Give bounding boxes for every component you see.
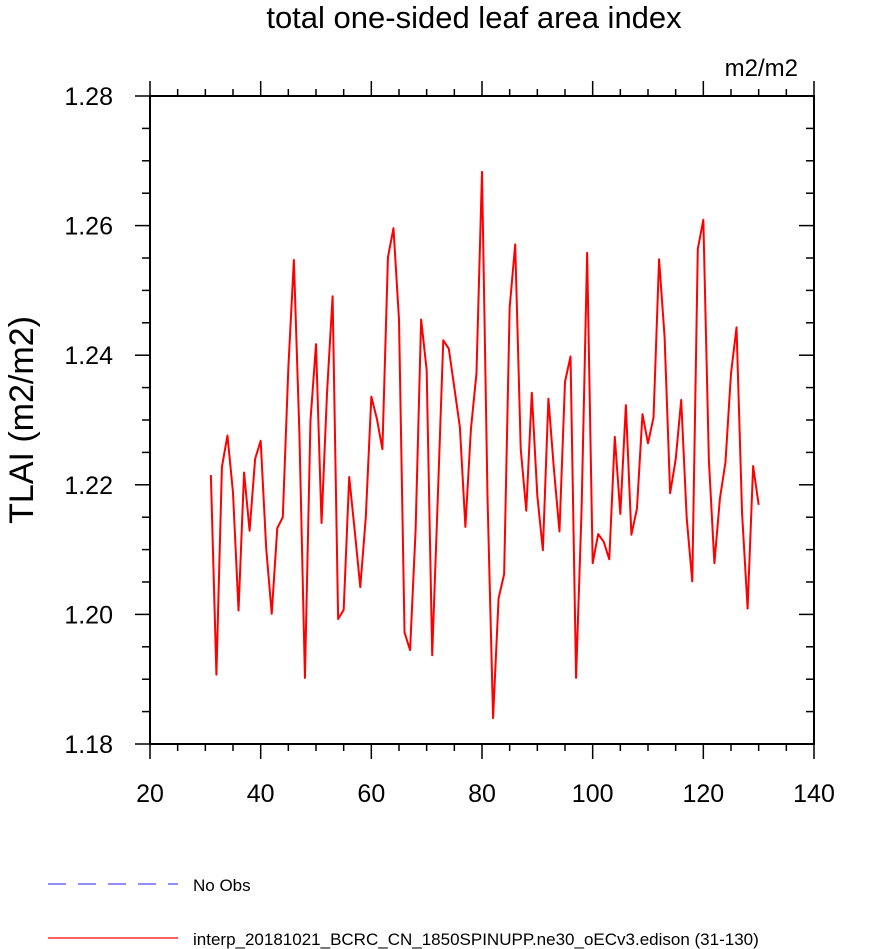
x-tick-label: 140: [793, 780, 835, 808]
x-tick-label: 40: [247, 780, 275, 808]
x-tick-label: 100: [572, 780, 614, 808]
y-tick-label: 1.28: [64, 83, 113, 111]
legend-label-model: interp_20181021_BCRC_CN_1850SPINUPP.ne30…: [193, 930, 759, 949]
x-tick-labels: 20 40 60 80 100 120 140: [136, 780, 835, 808]
series-line-0: [209, 170, 760, 720]
x-tick-label: 60: [357, 780, 385, 808]
legend: No Obs interp_20181021_BCRC_CN_1850SPINU…: [48, 876, 759, 949]
series-layer: [209, 170, 760, 720]
y-axis-label: TLAI (m2/m2): [3, 316, 41, 524]
axis-ticks: [135, 81, 815, 759]
y-tick-label: 1.22: [64, 472, 113, 500]
y-tick-label: 1.20: [64, 601, 113, 629]
y-tick-labels: 1.18 1.20 1.22 1.24 1.26 1.28: [64, 83, 113, 759]
x-tick-label: 120: [682, 780, 724, 808]
chart-title: total one-sided leaf area index: [266, 0, 682, 35]
units-label: m2/m2: [725, 55, 798, 82]
y-tick-label: 1.18: [64, 731, 113, 759]
y-tick-label: 1.26: [64, 213, 113, 241]
x-tick-label: 80: [468, 780, 496, 808]
x-tick-label: 20: [136, 780, 164, 808]
legend-label-no-obs: No Obs: [193, 876, 251, 895]
y-tick-label: 1.24: [64, 342, 113, 370]
